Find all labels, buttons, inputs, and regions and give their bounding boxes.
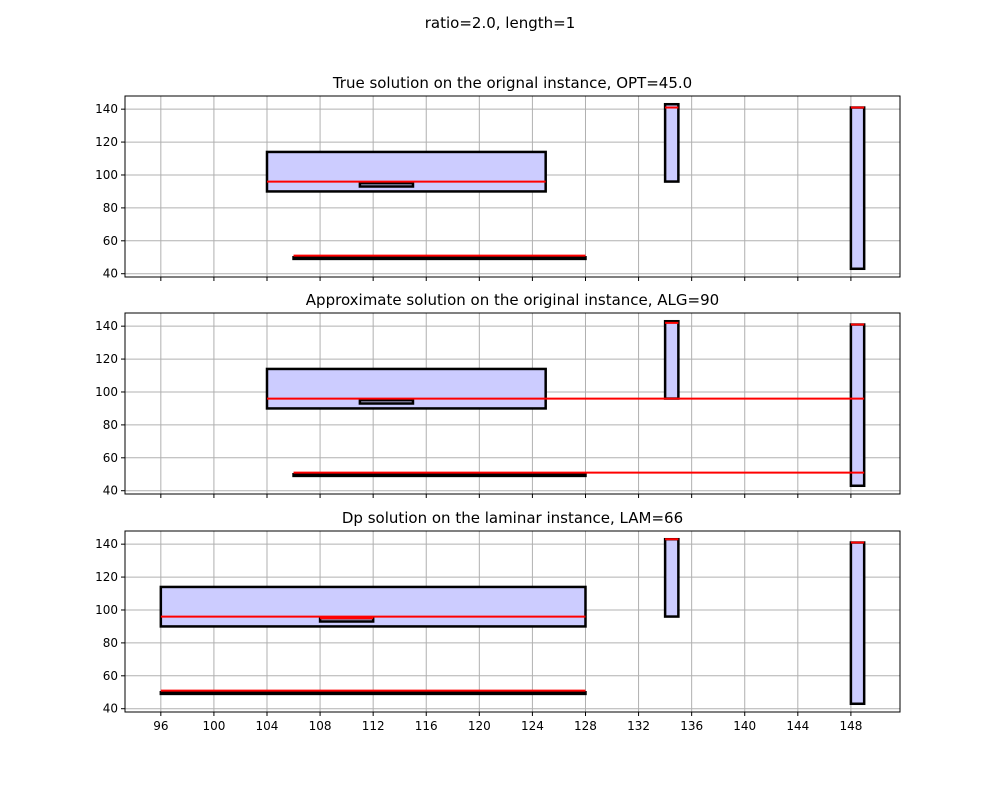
- y-tick-label: 140: [95, 537, 118, 551]
- subplot-1: True solution on the orignal instance, O…: [95, 74, 901, 281]
- interval-rect: [849, 106, 866, 271]
- subplots: True solution on the orignal instance, O…: [95, 74, 901, 733]
- y-tick-label: 120: [95, 570, 118, 584]
- axes-frame: [124, 312, 901, 495]
- subplot-2: Approximate solution on the original ins…: [95, 291, 901, 498]
- subplot-title: True solution on the orignal instance, O…: [332, 74, 692, 92]
- y-tick-label: 100: [95, 168, 118, 182]
- x-tick-label: 112: [362, 719, 385, 733]
- y-tick-label: 100: [95, 385, 118, 399]
- interval-rect: [849, 323, 866, 488]
- interval-rect: [358, 181, 415, 188]
- interval-rect: [849, 541, 866, 706]
- x-tick-label: 104: [256, 719, 279, 733]
- y-tick-label: 140: [95, 102, 118, 116]
- y-tick-label: 140: [95, 319, 118, 333]
- x-tick-label: 148: [839, 719, 862, 733]
- y-tick-label: 80: [103, 418, 118, 432]
- axes-frame: [124, 95, 901, 278]
- x-tick-label: 140: [733, 719, 756, 733]
- y-tick-label: 60: [103, 234, 118, 248]
- x-tick-label: 128: [574, 719, 597, 733]
- x-tick-label: 100: [202, 719, 225, 733]
- y-tick-label: 80: [103, 636, 118, 650]
- x-tick-label: 108: [309, 719, 332, 733]
- figure-suptitle: ratio=2.0, length=1: [425, 14, 575, 32]
- y-tick-label: 120: [95, 135, 118, 149]
- interval-rect: [358, 398, 415, 405]
- y-tick-label: 80: [103, 201, 118, 215]
- interval-rect: [663, 102, 680, 183]
- interval-rect: [663, 319, 680, 400]
- x-tick-label: 144: [786, 719, 809, 733]
- x-tick-label: 132: [627, 719, 650, 733]
- y-tick-label: 60: [103, 669, 118, 683]
- subplot-title: Dp solution on the laminar instance, LAM…: [342, 509, 683, 527]
- y-tick-label: 120: [95, 352, 118, 366]
- y-tick-label: 60: [103, 451, 118, 465]
- y-tick-label: 100: [95, 603, 118, 617]
- subplot-title: Approximate solution on the original ins…: [306, 291, 719, 309]
- plot-area: [265, 102, 866, 271]
- x-tick-label: 116: [415, 719, 438, 733]
- plot-area: [265, 319, 866, 488]
- x-tick-label: 120: [468, 719, 491, 733]
- x-tick-label: 96: [153, 719, 168, 733]
- x-tick-label: 136: [680, 719, 703, 733]
- interval-rect: [292, 256, 587, 261]
- interval-rect: [159, 691, 587, 696]
- interval-rect: [292, 473, 587, 478]
- axes-frame: [124, 530, 901, 713]
- interval-rect: [663, 537, 680, 618]
- y-tick-label: 40: [103, 267, 118, 281]
- y-tick-label: 40: [103, 484, 118, 498]
- plot-area: [159, 537, 866, 706]
- x-tick-label: 124: [521, 719, 544, 733]
- subplot-3: Dp solution on the laminar instance, LAM…: [95, 509, 901, 733]
- y-tick-label: 40: [103, 702, 118, 716]
